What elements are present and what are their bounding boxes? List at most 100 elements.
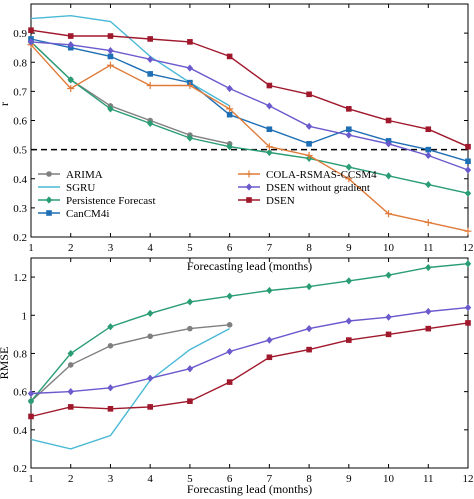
data-point-arima bbox=[147, 333, 153, 340]
x-tick-label: 2 bbox=[68, 242, 74, 254]
x-tick-label: 1 bbox=[28, 242, 34, 254]
x-tick-label: 7 bbox=[267, 473, 273, 485]
data-point-persistence-forecast bbox=[425, 263, 432, 272]
series-line-cancm4i bbox=[30, 38, 469, 162]
data-point-dsen-without-gradient bbox=[385, 140, 392, 148]
data-point-dsen bbox=[67, 404, 74, 410]
data-point-dsen-without-gradient bbox=[186, 64, 194, 72]
data-point-persistence-forecast bbox=[464, 189, 472, 197]
data-point-dsen bbox=[147, 36, 153, 42]
data-point-dsen bbox=[306, 346, 312, 353]
series-line-sgru bbox=[30, 327, 230, 450]
data-point-dsen bbox=[385, 331, 392, 338]
x-tick-label: 7 bbox=[267, 242, 273, 254]
legend-marker-persistence-forecast bbox=[45, 196, 53, 204]
plot-frame bbox=[30, 257, 469, 469]
data-point-persistence-forecast bbox=[266, 286, 273, 295]
data-point-cancm4i bbox=[346, 126, 352, 133]
data-point-persistence-forecast bbox=[425, 180, 432, 189]
data-point-persistence-forecast bbox=[146, 119, 154, 128]
data-point-dsen-without-gradient bbox=[345, 131, 353, 139]
data-point-dsen bbox=[226, 53, 233, 60]
y-tick-label: 0.7 bbox=[13, 86, 27, 98]
y-tick-label: 0.4 bbox=[13, 174, 27, 186]
chart-panel-1: 1 2 3 4 5 6 7 8 9 10 11 120.20.30.40.50.60.70.80.9F… bbox=[0, 3, 474, 273]
y-tick-label: 0.3 bbox=[13, 203, 27, 215]
legend-marker-dsen bbox=[246, 197, 252, 203]
data-point-dsen bbox=[147, 404, 153, 410]
data-point-cancm4i bbox=[306, 141, 312, 147]
x-tick-label: 12 bbox=[463, 242, 474, 254]
data-point-dsen-without-gradient bbox=[425, 307, 432, 316]
legend-marker-dsen-without-gradient bbox=[245, 183, 253, 191]
series-line-dsen bbox=[30, 29, 469, 148]
data-point-persistence-forecast bbox=[146, 309, 154, 317]
legend-label-cola-rsmas-ccsm4: COLA-RSMAS-CCSM4 bbox=[266, 169, 377, 181]
data-point-dsen-without-gradient bbox=[305, 122, 313, 130]
series-line-arima bbox=[30, 324, 230, 402]
data-point-cola-rsmas-ccsm4 bbox=[106, 61, 114, 69]
data-point-dsen bbox=[266, 82, 273, 89]
legend-label-dsen-without-gradient: DSEN without gradient bbox=[266, 182, 370, 194]
x-tick-label: 1 bbox=[28, 473, 34, 485]
x-tick-label: 6 bbox=[227, 242, 233, 254]
data-point-cola-rsmas-ccsm4 bbox=[424, 218, 432, 226]
x-axis-label: Forecasting lead (months) bbox=[187, 482, 312, 496]
series-line-dsen-without-gradient bbox=[30, 306, 469, 395]
data-point-persistence-forecast bbox=[186, 134, 194, 142]
series-line-dsen bbox=[30, 322, 469, 418]
legend: ARIMA COLA-RSMAS-CCSM4 SGRU DSEN without gr… bbox=[38, 169, 377, 220]
y-tick-label: 0.8 bbox=[13, 57, 27, 69]
y-axis-label: r bbox=[0, 102, 11, 106]
x-axis-label: Forecasting lead (months) bbox=[187, 259, 312, 273]
legend-marker-arima bbox=[46, 171, 52, 177]
legend-label-sgru: SGRU bbox=[66, 182, 95, 194]
data-point-cancm4i bbox=[226, 111, 233, 118]
data-point-cola-rsmas-ccsm4 bbox=[67, 84, 75, 92]
data-point-dsen bbox=[425, 126, 432, 133]
legend-label-arima: ARIMA bbox=[66, 169, 103, 181]
x-tick-label: 5 bbox=[187, 473, 193, 485]
data-point-dsen bbox=[187, 398, 193, 404]
legend-label-cancm4i: CanCM4i bbox=[66, 208, 109, 220]
x-tick-label: 8 bbox=[306, 242, 312, 254]
x-tick-label: 4 bbox=[147, 242, 153, 254]
x-tick-label: 8 bbox=[306, 473, 312, 485]
y-tick-label: 0.6 bbox=[13, 116, 27, 128]
chart-panel-2: 1 2 3 4 5 6 7 8 9 10 11 120.20.40.60.811.2Forecasti… bbox=[0, 257, 474, 496]
series-line-dsen-without-gradient bbox=[30, 41, 469, 171]
data-point-arima bbox=[107, 343, 114, 349]
data-point-dsen-without-gradient bbox=[464, 304, 472, 312]
legend-label-persistence-forecast: Persistence Forecast bbox=[66, 195, 156, 207]
data-point-dsen-without-gradient bbox=[266, 102, 273, 110]
series-dsen bbox=[28, 27, 471, 150]
series-line-persistence-forecast bbox=[30, 263, 469, 402]
data-point-dsen-without-gradient bbox=[345, 317, 353, 325]
data-point-dsen bbox=[107, 406, 114, 412]
data-point-dsen-without-gradient bbox=[146, 55, 154, 63]
data-point-persistence-forecast bbox=[464, 260, 472, 268]
series-persistence-forecast bbox=[27, 260, 472, 405]
data-point-cola-rsmas-ccsm4 bbox=[186, 82, 194, 90]
data-point-cola-rsmas-ccsm4 bbox=[385, 210, 393, 218]
data-point-dsen bbox=[266, 354, 273, 361]
x-tick-label: 11 bbox=[423, 473, 434, 485]
data-point-dsen bbox=[28, 413, 34, 420]
series-line-cola-rsmas-ccsm4 bbox=[30, 44, 469, 232]
y-tick-label: 0.4 bbox=[13, 425, 27, 437]
x-tick-label: 10 bbox=[383, 242, 395, 254]
x-tick-label: 11 bbox=[423, 242, 434, 254]
data-point-dsen bbox=[306, 91, 312, 98]
series-dsen-without-gradient bbox=[27, 38, 472, 174]
data-point-cancm4i bbox=[266, 126, 273, 133]
x-tick-label: 9 bbox=[346, 473, 352, 485]
data-point-dsen-without-gradient bbox=[67, 41, 74, 49]
data-point-arima bbox=[226, 322, 233, 328]
series-cancm4i bbox=[28, 36, 471, 165]
x-tick-label: 5 bbox=[187, 242, 193, 254]
data-point-persistence-forecast bbox=[107, 105, 114, 113]
series-line-sgru bbox=[30, 14, 230, 107]
y-tick-label: 0.2 bbox=[13, 232, 27, 244]
y-tick-label: 0.5 bbox=[13, 145, 27, 157]
data-point-dsen bbox=[465, 320, 471, 326]
